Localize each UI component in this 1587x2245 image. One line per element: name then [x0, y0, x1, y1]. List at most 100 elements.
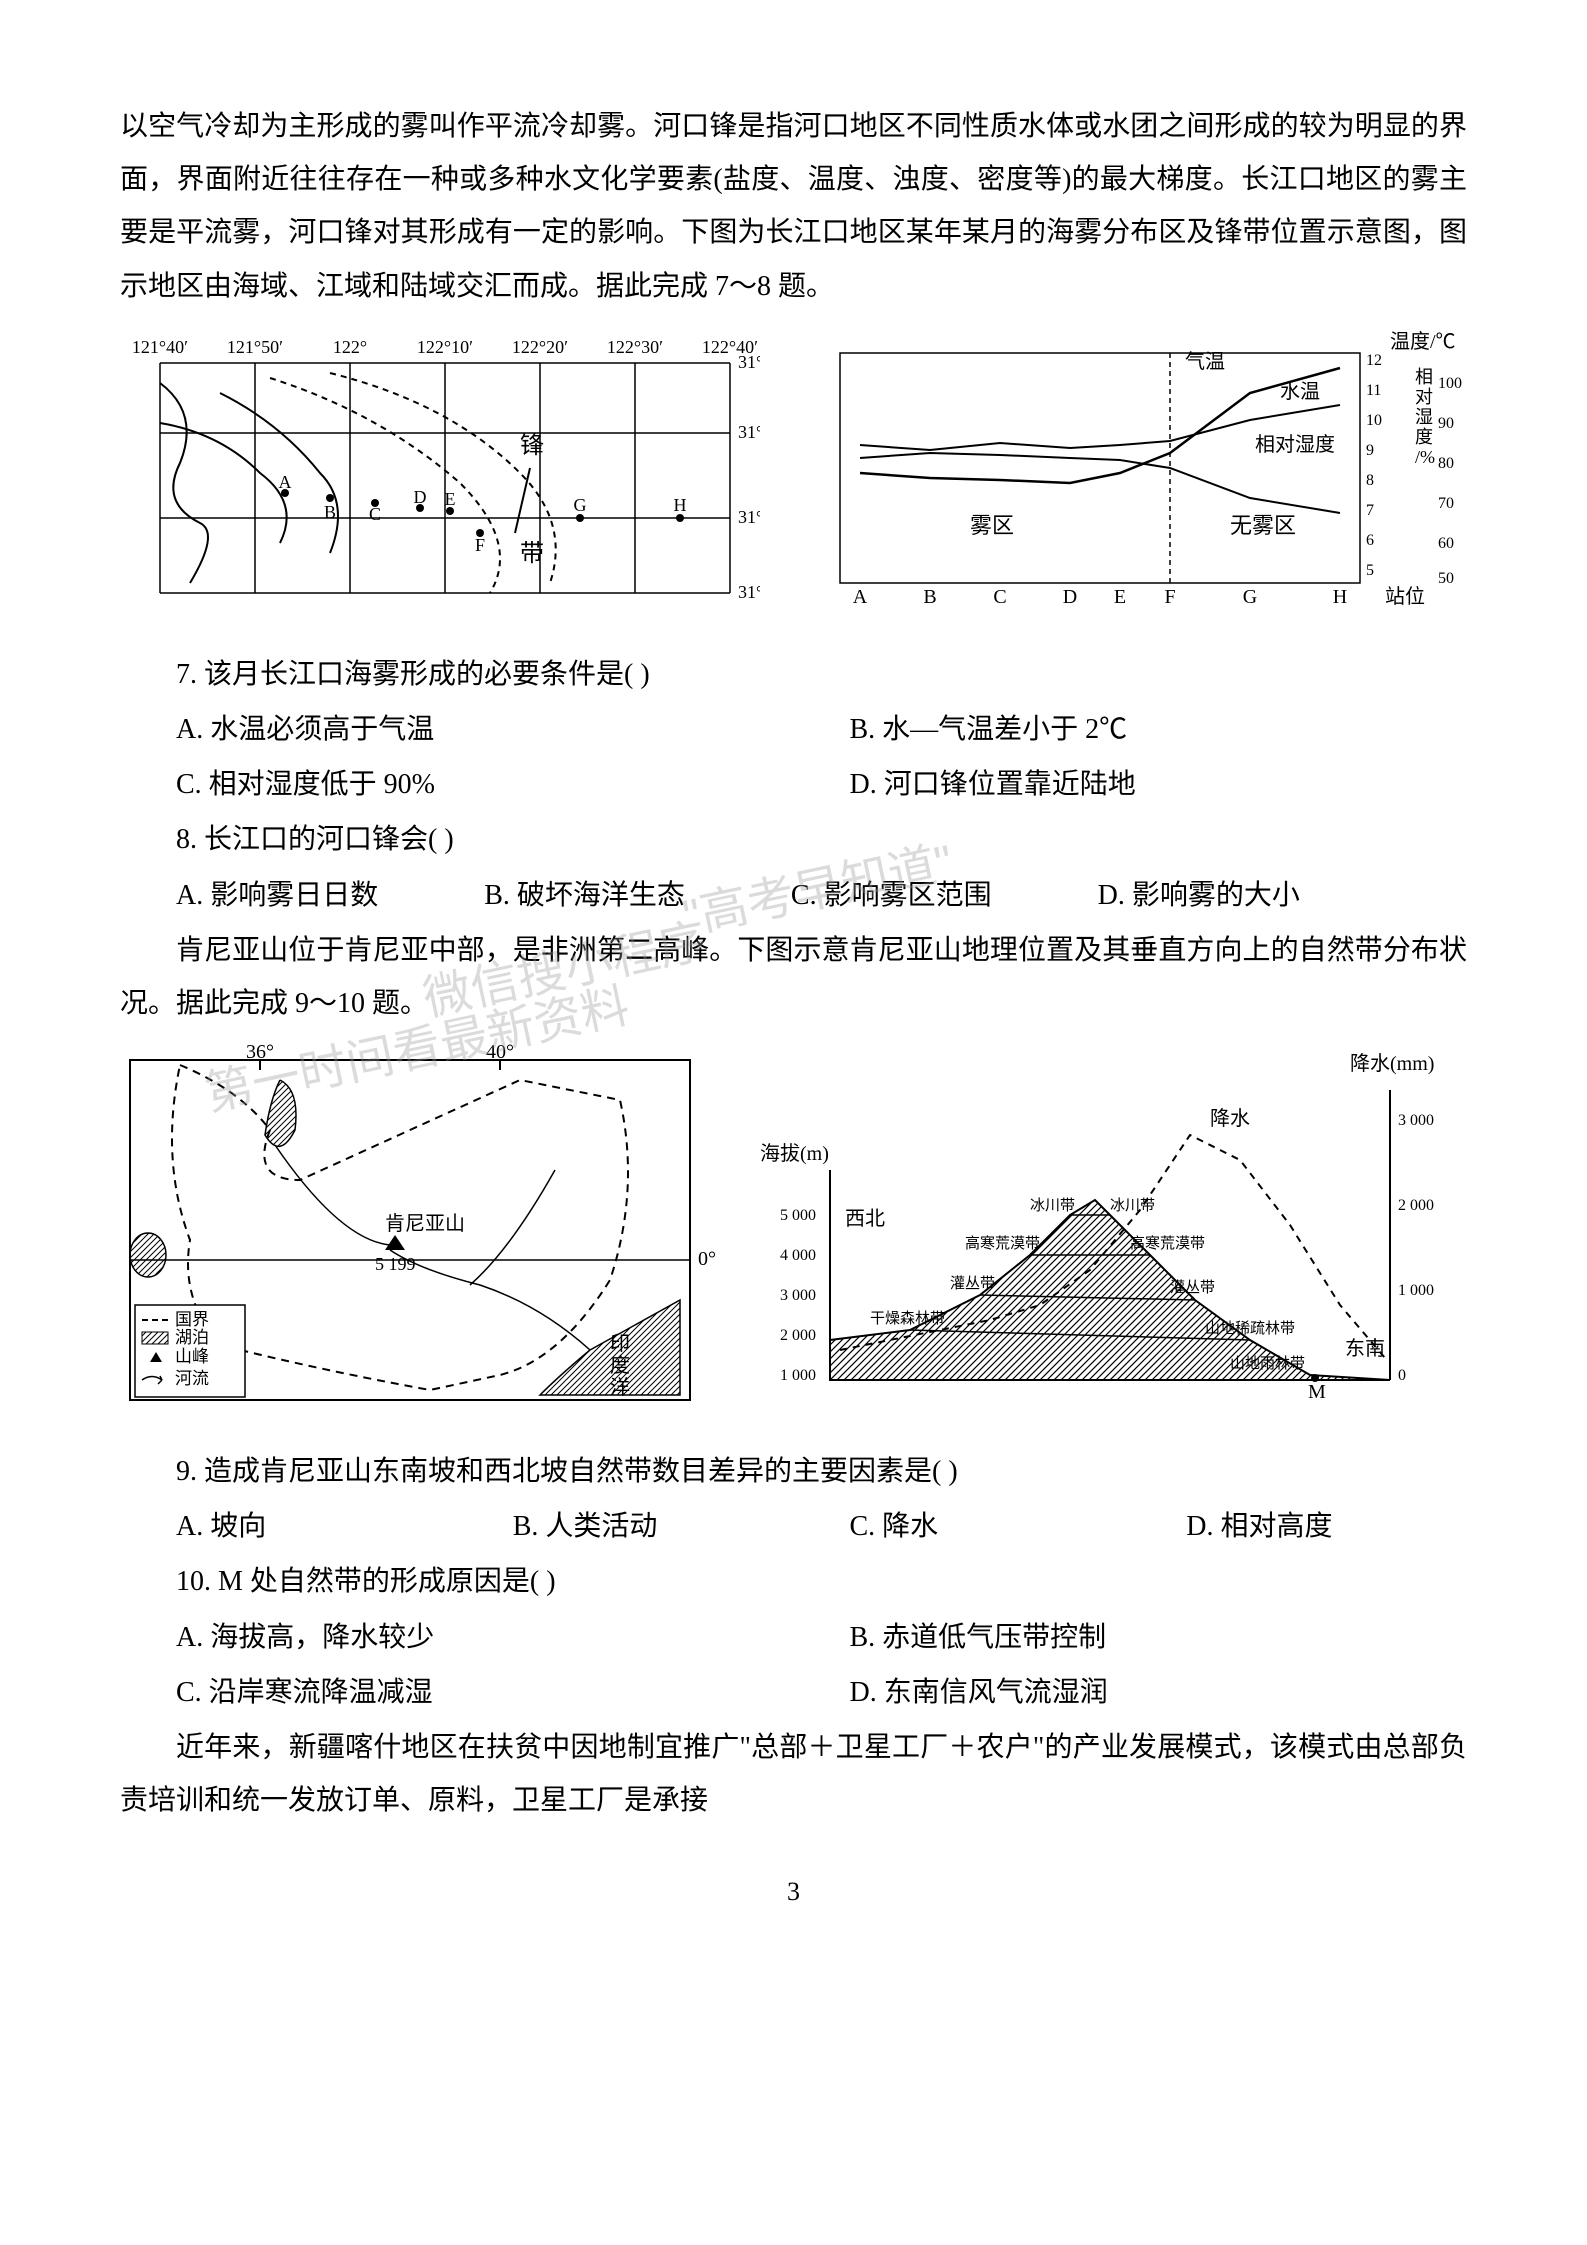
nw-zone-1: 高寒荒漠带	[965, 1234, 1040, 1252]
p1000: 1 000	[1398, 1282, 1434, 1299]
humidity-label: 相对湿度	[1255, 433, 1335, 456]
y2000: 2 000	[780, 1327, 816, 1344]
p2000: 2 000	[1398, 1197, 1434, 1214]
lat-2: 31°10′	[738, 507, 760, 527]
lon-3: 122°10′	[417, 337, 473, 357]
q7-opt-c: C. 相对湿度低于 90%	[120, 758, 794, 811]
pt-F: F	[475, 535, 485, 555]
q10-opt-c: C. 沿岸寒流降温减湿	[120, 1666, 794, 1719]
q9-opt-c: C. 降水	[794, 1500, 1131, 1553]
pt-A: A	[279, 472, 292, 492]
h60: 60	[1438, 535, 1454, 552]
ocean-1: 印	[610, 1332, 630, 1355]
t5: 5	[1366, 562, 1374, 579]
p3000: 3 000	[1398, 1112, 1434, 1129]
sx-E: E	[1114, 586, 1126, 608]
t12: 12	[1366, 352, 1382, 369]
closing-paragraph: 近年来，新疆喀什地区在扶贫中因地制宜推广"总部＋卫星工厂＋农户"的产业发展模式，…	[120, 1721, 1467, 1827]
changjiang-chart: 温度/℃ 12 11 10 9 8 7 6 5 相 对 湿 度 /% 100 9…	[790, 323, 1470, 628]
temp-axis-label: 温度/℃	[1390, 330, 1456, 353]
q7-options-row2: C. 相对湿度低于 90% D. 河口锋位置靠近陆地	[120, 758, 1467, 811]
nw-zone-3: 干燥森林带	[870, 1310, 945, 1327]
q10-stem: 10. M 处自然带的形成原因是( )	[120, 1555, 1467, 1608]
h80: 80	[1438, 455, 1454, 472]
t9: 9	[1366, 442, 1374, 459]
t6: 6	[1366, 532, 1374, 549]
hum-label-1: 相	[1415, 367, 1433, 387]
kenya-map: 36° 40° 0° 肯尼亚山 5 199	[120, 1040, 720, 1425]
qiwen-label: 气温	[1185, 350, 1225, 373]
hum-label-5: /%	[1415, 447, 1435, 467]
t8: 8	[1366, 472, 1374, 489]
se-zone-1: 高寒荒漠带	[1130, 1234, 1205, 1252]
wuwuqu-label: 无雾区	[1230, 513, 1296, 538]
t7: 7	[1366, 502, 1374, 519]
sx-H: H	[1333, 586, 1347, 608]
q9-opt-b: B. 人类活动	[457, 1500, 794, 1553]
q8-stem: 8. 长江口的河口锋会( )	[120, 813, 1467, 866]
q8-options: A. 影响雾日日数 B. 破坏海洋生态 C. 影响雾区范围 D. 影响雾的大小	[120, 869, 1467, 922]
sx-G: G	[1243, 586, 1257, 608]
q9-opt-a: A. 坡向	[120, 1500, 457, 1553]
q7-opt-d: D. 河口锋位置靠近陆地	[794, 758, 1468, 811]
sx-D: D	[1063, 586, 1077, 608]
leg-hupo: 湖泊	[175, 1328, 209, 1347]
ocean-2: 度	[610, 1354, 630, 1377]
q7-opt-a: A. 水温必须高于气温	[120, 703, 794, 756]
lon-2: 122°	[333, 337, 367, 357]
q8-opt-a: A. 影响雾日日数	[120, 869, 378, 922]
se-zone-3: 山地稀疏林带	[1205, 1320, 1295, 1337]
h70: 70	[1438, 495, 1454, 512]
wuqu-label: 雾区	[970, 513, 1014, 538]
h100: 100	[1438, 375, 1462, 392]
point-M: M	[1308, 1381, 1326, 1403]
page-number: 3	[120, 1877, 1467, 1907]
q8-opt-c: C. 影响雾区范围	[735, 869, 992, 922]
klon-1: 40°	[486, 1041, 514, 1063]
q10-opt-d: D. 东南信风气流湿润	[794, 1666, 1468, 1719]
pt-G: G	[574, 495, 587, 515]
q10-opt-a: A. 海拔高，降水较少	[120, 1611, 794, 1664]
dir-nw: 西北	[845, 1207, 885, 1230]
y5000: 5 000	[780, 1207, 816, 1224]
hum-label-3: 湿	[1415, 407, 1433, 427]
precip-label: 降水	[1210, 1107, 1250, 1130]
leg-heliu: 河流	[175, 1369, 209, 1388]
figure-row-1: 121°40′ 121°50′ 122° 122°10′ 122°20′ 122…	[120, 323, 1467, 628]
q7-opt-b: B. 水—气温差小于 2℃	[794, 703, 1468, 756]
q10-opt-b: B. 赤道低气压带控制	[794, 1611, 1468, 1664]
y4000: 4 000	[780, 1247, 816, 1264]
sx-B: B	[923, 586, 936, 608]
q9-options: A. 坡向 B. 人类活动 C. 降水 D. 相对高度	[120, 1500, 1467, 1553]
shuiwen-label: 水温	[1280, 380, 1320, 403]
y3000: 3 000	[780, 1287, 816, 1304]
q9-opt-d: D. 相对高度	[1130, 1500, 1467, 1553]
q9-stem: 9. 造成肯尼亚山东南坡和西北坡自然带数目差异的主要因素是( )	[120, 1445, 1467, 1498]
y1000: 1 000	[780, 1367, 816, 1384]
lon-5: 122°30′	[607, 337, 663, 357]
klon-0: 36°	[246, 1041, 274, 1063]
intro-paragraph: 以空气冷却为主形成的雾叫作平流冷却雾。河口锋是指河口地区不同性质水体或水团之间形…	[120, 100, 1467, 313]
nw-zone-0: 冰川带	[1030, 1197, 1075, 1214]
h90: 90	[1438, 415, 1454, 432]
x-label: 站位	[1385, 585, 1425, 608]
lon-1: 121°50′	[227, 337, 283, 357]
label-feng: 锋	[520, 432, 544, 459]
leg-shanfeng: 山峰	[175, 1347, 209, 1366]
klat-0: 0°	[698, 1248, 716, 1270]
h50: 50	[1438, 570, 1454, 587]
peak-label: 肯尼亚山	[385, 1212, 465, 1235]
lat-1: 31°20′	[738, 422, 760, 442]
kenya-profile: 海拔(m) 1 000 2 000 3 000 4 000 5 000 降水(m…	[750, 1040, 1470, 1425]
precip-axis-label: 降水(mm)	[1350, 1052, 1434, 1075]
se-zone-4: 山地雨林带	[1230, 1355, 1305, 1372]
ocean-3: 洋	[610, 1376, 630, 1399]
lon-4: 122°20′	[512, 337, 568, 357]
q7-stem: 7. 该月长江口海雾形成的必要条件是( )	[120, 648, 1467, 701]
se-zone-0: 冰川带	[1110, 1197, 1155, 1214]
nw-zone-2: 灌丛带	[950, 1275, 995, 1292]
dir-se: 东南	[1345, 1337, 1385, 1360]
peak-elev: 5 199	[375, 1254, 416, 1274]
t11: 11	[1366, 382, 1381, 399]
pt-C: C	[369, 504, 381, 524]
